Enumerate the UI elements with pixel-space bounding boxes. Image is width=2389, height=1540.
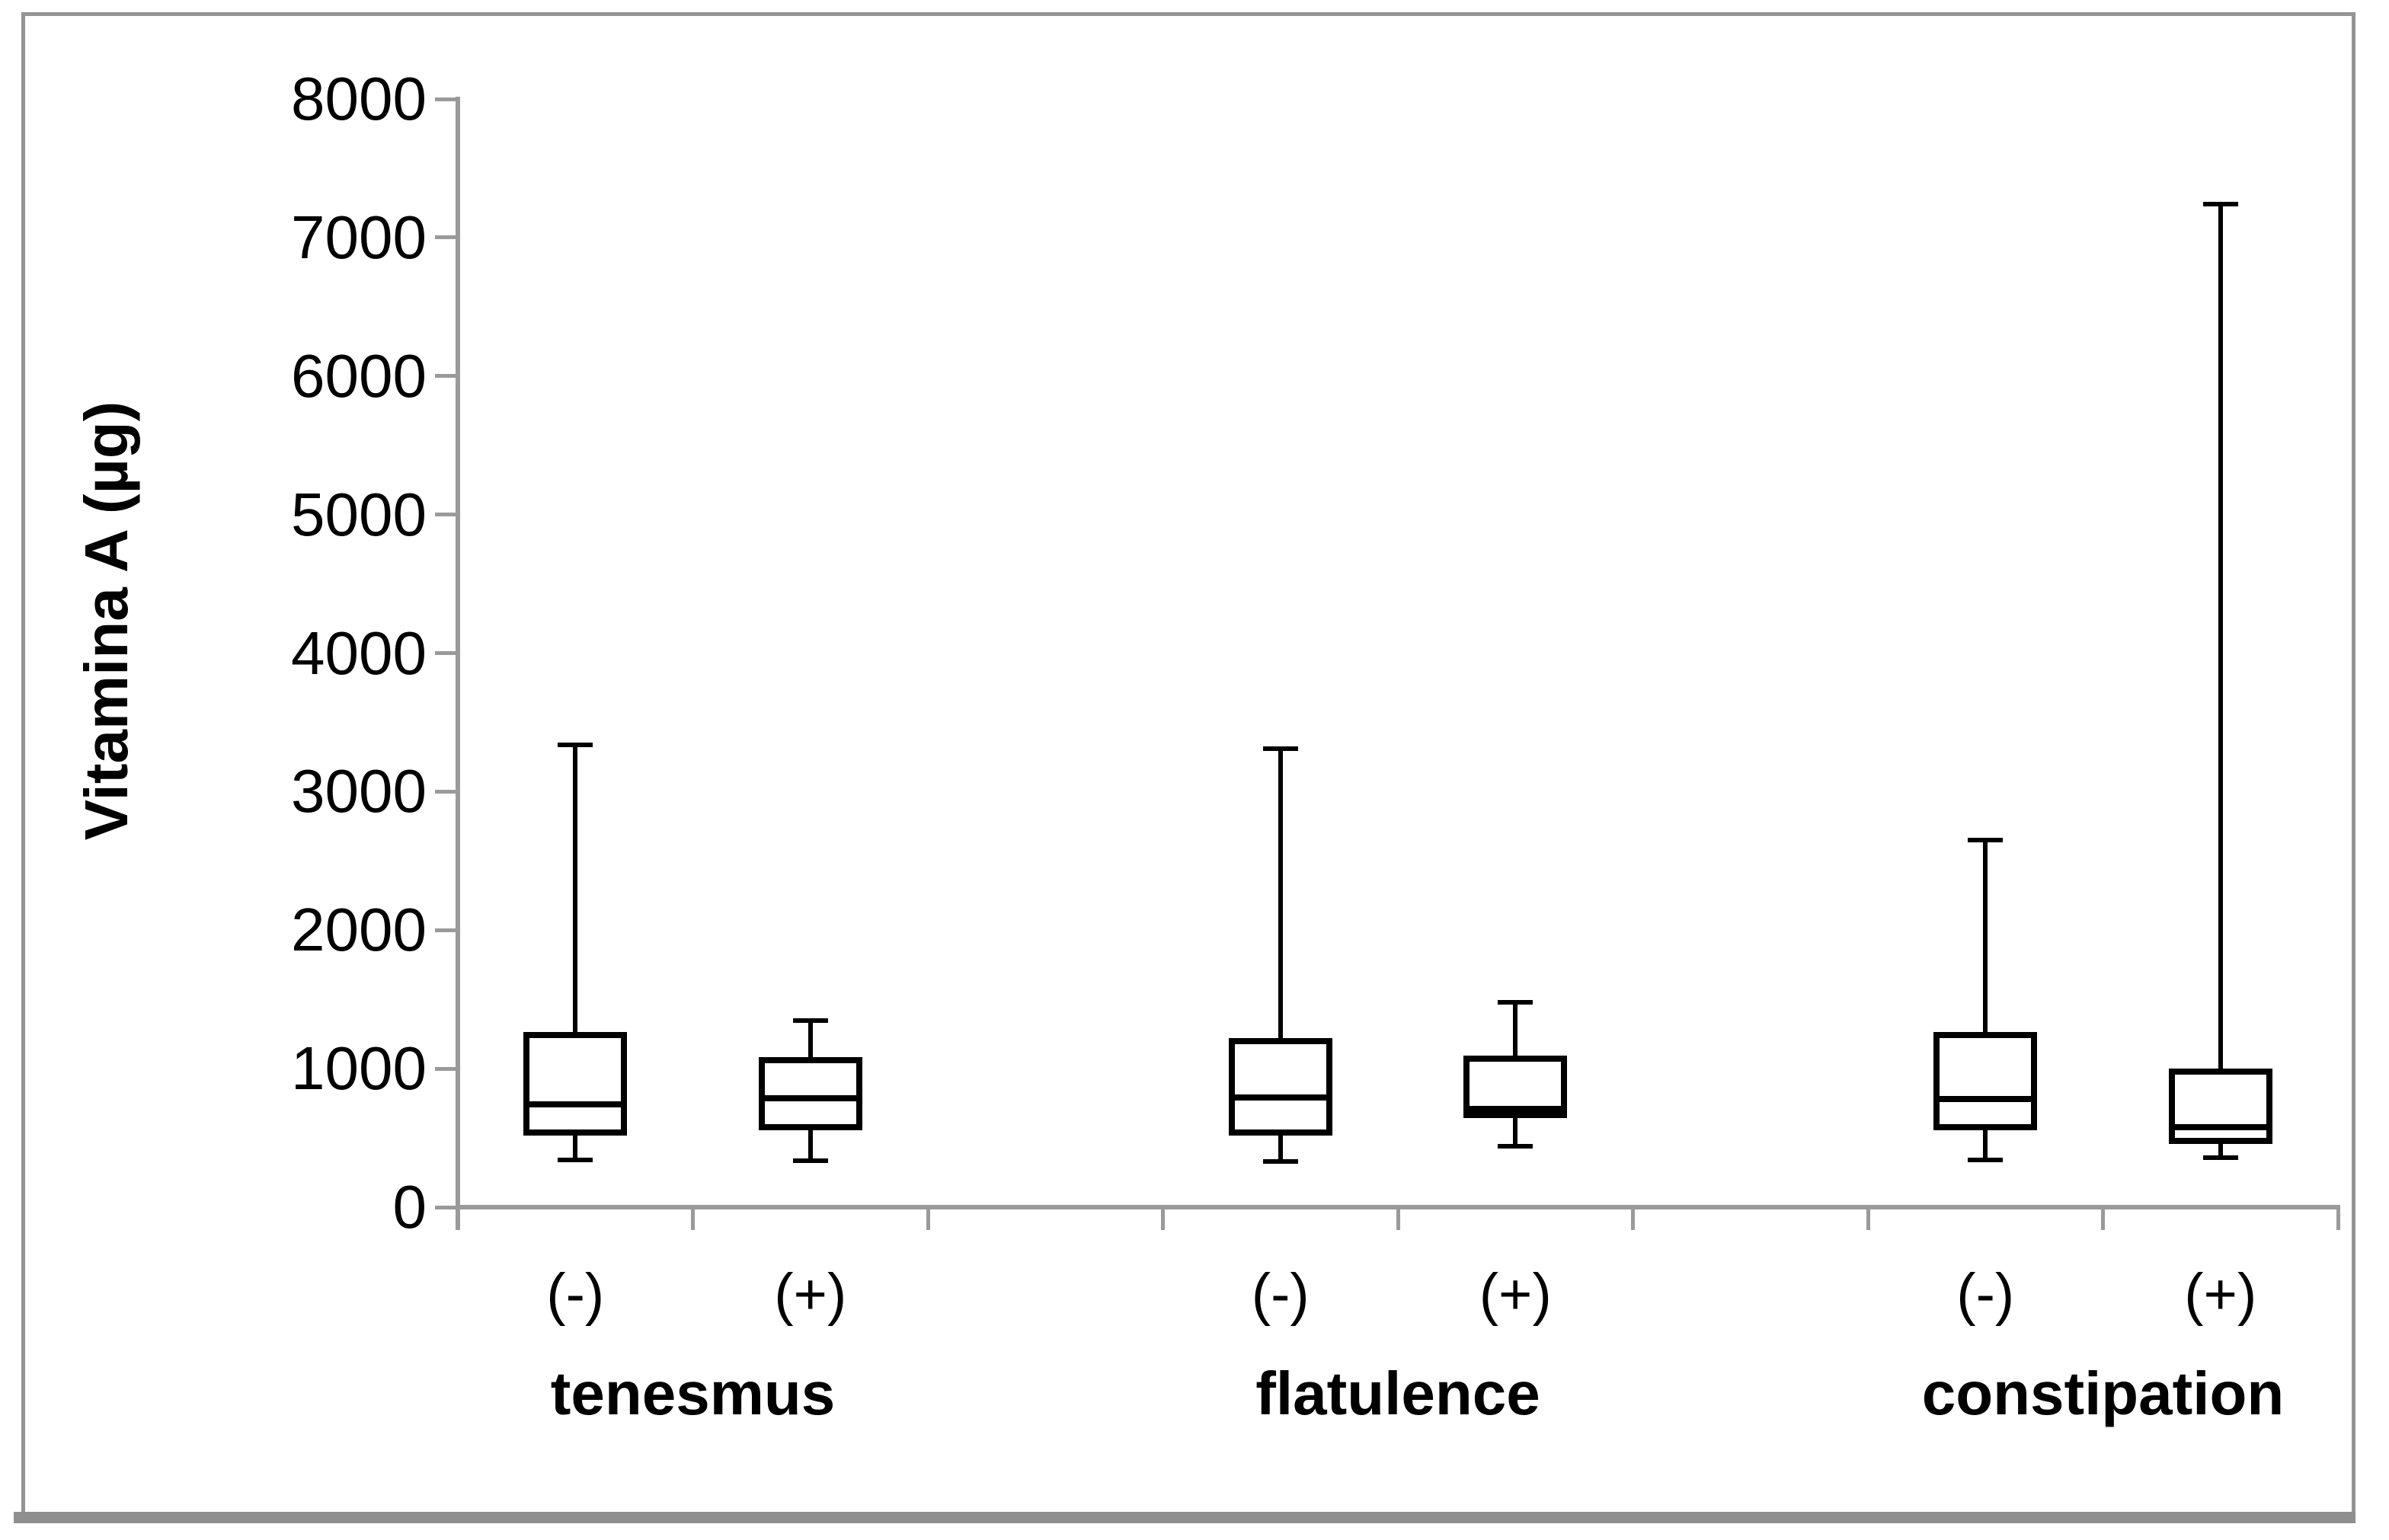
box-flatulence-neg-whisker-bottom-cap [1262,1158,1298,1164]
box-tenesmus-pos-iqr-box [758,1057,862,1131]
box-constipation-neg-whisker-top-cap [1968,838,2004,843]
box-constipation-neg-whisker-bottom-cap [1968,1158,2004,1163]
box-tenesmus-neg-whisker-bottom-cap [558,1158,593,1163]
x-label-constipation-neg: (-) [1956,1262,2015,1327]
box-flatulence-neg-iqr-box [1228,1037,1332,1136]
y-tick-mark [435,513,458,517]
x-label-constipation-pos: (+) [2184,1262,2257,1327]
box-constipation-neg-iqr-box [1933,1031,2038,1131]
y-tick-mark [435,97,458,101]
box-flatulence-neg-median-line [1234,1094,1326,1101]
box-tenesmus-pos-whisker-bottom-cap [792,1158,828,1164]
x-tick-mark [2101,1207,2105,1230]
y-tick-label: 4000 [291,618,427,687]
box-constipation-pos-iqr-box [2168,1068,2272,1144]
y-tick-mark [435,374,458,379]
y-tick-label: 6000 [291,341,427,410]
x-tick-mark [1396,1207,1400,1230]
y-tick-mark [435,789,458,794]
box-tenesmus-neg-whisker-top-cap [558,742,593,747]
x-label-tenesmus-neg: (-) [546,1262,605,1327]
box-constipation-pos-whisker [2218,204,2223,1158]
y-tick-label: 0 [392,1173,427,1241]
chart-frame-bottom-bar [14,1512,2355,1523]
x-label-flatulence-neg: (-) [1251,1262,1310,1327]
group-label-tenesmus: tenesmus [550,1359,836,1427]
y-axis-line [456,97,460,1230]
box-constipation-pos-whisker-bottom-cap [2202,1155,2238,1160]
y-tick-label: 5000 [291,480,427,548]
box-constipation-pos-whisker-top-cap [2202,202,2238,207]
x-tick-mark [456,1207,460,1230]
box-constipation-pos-median-line [2174,1124,2266,1131]
y-tick-label: 2000 [291,896,427,964]
box-flatulence-neg-whisker-top-cap [1262,746,1298,751]
x-tick-mark [926,1207,930,1230]
y-tick-mark [435,1066,458,1071]
box-tenesmus-neg-whisker [573,744,578,1161]
group-label-constipation: constipation [1921,1359,2285,1427]
box-tenesmus-neg-iqr-box [523,1032,628,1136]
y-tick-label: 1000 [291,1034,427,1103]
x-tick-mark [1866,1207,1870,1230]
y-axis-title: Vitamina A (µg) [72,401,140,841]
y-tick-mark [435,1205,458,1209]
x-tick-mark [1631,1207,1635,1230]
x-label-tenesmus-pos: (+) [774,1262,847,1327]
x-tick-mark [2336,1207,2340,1230]
box-flatulence-pos-whisker-top-cap [1498,999,1534,1005]
y-tick-mark [435,928,458,932]
y-tick-label: 7000 [291,203,427,271]
box-flatulence-pos-median-line [1470,1105,1562,1112]
box-flatulence-pos-whisker-bottom-cap [1498,1143,1534,1149]
x-tick-mark [1161,1207,1165,1230]
y-tick-mark [435,235,458,240]
group-label-flatulence: flatulence [1255,1359,1540,1427]
box-flatulence-neg-whisker [1278,748,1283,1161]
box-constipation-neg-median-line [1940,1096,2032,1103]
box-tenesmus-pos-median-line [764,1095,856,1102]
chart-frame [21,12,2355,1512]
y-tick-label: 3000 [291,757,427,826]
x-label-flatulence-pos: (+) [1479,1262,1552,1327]
box-tenesmus-neg-median-line [529,1101,622,1108]
box-constipation-neg-whisker [1983,840,1988,1161]
box-tenesmus-pos-whisker-top-cap [792,1018,828,1024]
y-tick-label: 8000 [291,65,427,133]
y-tick-mark [435,651,458,655]
x-tick-mark [691,1207,695,1230]
